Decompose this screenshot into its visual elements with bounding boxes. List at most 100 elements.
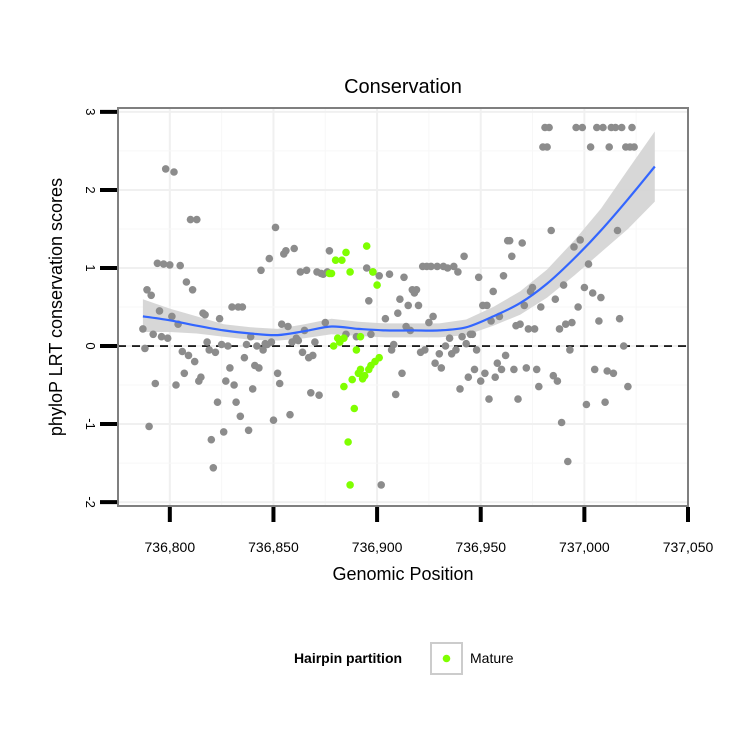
data-point-other (559, 281, 568, 289)
data-point-other (603, 367, 611, 375)
data-point-other (255, 364, 263, 372)
data-point-other (460, 252, 468, 261)
data-point-mature (344, 438, 352, 446)
data-point-mature (356, 365, 365, 374)
data-point-other (375, 272, 384, 280)
legend-key-mature-dot (442, 654, 451, 663)
series-other (139, 123, 638, 489)
data-point-other (232, 398, 240, 407)
y-tick-label: -2 (83, 496, 98, 508)
data-point-other (464, 373, 473, 382)
data-point-other (547, 226, 555, 235)
data-point-other (188, 286, 197, 294)
data-point-other (508, 252, 516, 261)
data-point-other (584, 260, 593, 268)
data-point-other (153, 259, 162, 268)
data-point-other (147, 291, 155, 300)
confidence-band (142, 131, 655, 341)
data-point-other (588, 289, 597, 297)
data-point-mature (375, 353, 384, 362)
x-tick-label: 737,000 (559, 539, 610, 555)
data-point-other (275, 379, 284, 388)
data-point-other (178, 347, 187, 356)
data-point-other (429, 312, 437, 321)
data-point-other (421, 346, 429, 354)
data-point-other (296, 268, 305, 276)
data-point-other (294, 336, 303, 345)
data-point-other (485, 395, 493, 403)
data-point-other (385, 270, 394, 279)
data-point-mature (329, 342, 338, 350)
data-point-other (553, 377, 562, 385)
data-point-other (172, 381, 180, 389)
data-point-other (586, 143, 595, 151)
data-point-other (166, 261, 174, 269)
data-point-other (412, 286, 421, 294)
data-point-other (248, 385, 257, 393)
data-point-other (193, 215, 201, 224)
data-point-other (445, 334, 454, 343)
data-point-other (282, 247, 290, 255)
y-tick-label: 3 (83, 108, 98, 115)
data-point-other (613, 226, 622, 235)
data-point-other (226, 364, 234, 372)
legend-title: Hairpin partition (294, 650, 402, 666)
data-point-other (159, 260, 168, 268)
data-point-other (476, 377, 485, 385)
data-point-other (273, 369, 282, 378)
data-point-other (213, 398, 222, 407)
data-point-mature (342, 248, 350, 257)
data-point-mature (346, 268, 354, 276)
data-point-other (566, 346, 574, 354)
data-point-mature (350, 404, 359, 413)
data-point-other (209, 464, 218, 472)
data-point-other (435, 350, 444, 358)
data-point-other (522, 364, 531, 372)
data-point-other (211, 348, 220, 357)
data-point-other (398, 369, 406, 378)
data-point-other (215, 314, 224, 323)
data-point-other (590, 365, 599, 374)
data-point-other (611, 123, 620, 132)
data-point-other (269, 416, 278, 425)
data-point-mature (340, 382, 348, 391)
data-point-other (578, 123, 587, 132)
data-point-other (580, 283, 589, 292)
data-point-other (228, 303, 236, 311)
data-point-other (381, 314, 390, 323)
y-axis: -2 -1 0 1 2 3 (83, 108, 117, 508)
data-point-other (190, 357, 199, 366)
data-point-mature (373, 281, 381, 289)
data-point-other (532, 365, 541, 374)
data-point-other (163, 334, 172, 343)
data-point-other (520, 301, 529, 310)
data-point-other (377, 481, 386, 489)
data-point-other (535, 382, 543, 391)
data-point-other (524, 325, 533, 333)
data-point-other (396, 295, 404, 304)
data-point-other (240, 353, 249, 362)
data-point-other (474, 273, 483, 282)
data-point-other (311, 338, 319, 346)
data-point-other (207, 435, 216, 444)
data-point-other (170, 168, 178, 176)
data-point-other (257, 266, 265, 275)
y-axis-label: phyloP LRT conservation scores (46, 178, 66, 436)
data-point-other (151, 379, 160, 388)
series-mature (325, 242, 384, 489)
data-point-other (238, 303, 247, 311)
data-point-other (593, 123, 601, 132)
data-point-other (286, 410, 294, 419)
data-point-other (277, 320, 286, 329)
data-point-other (315, 391, 323, 400)
data-point-other (394, 309, 402, 318)
data-point-other (617, 123, 626, 132)
y-tick-label: -1 (83, 418, 98, 430)
data-point-other (389, 340, 398, 349)
data-point-other (224, 342, 232, 350)
data-point-other (499, 272, 508, 280)
data-point-mature (338, 256, 346, 265)
data-point-other (400, 273, 408, 282)
data-point-other (267, 338, 276, 346)
data-point-other (561, 320, 570, 329)
